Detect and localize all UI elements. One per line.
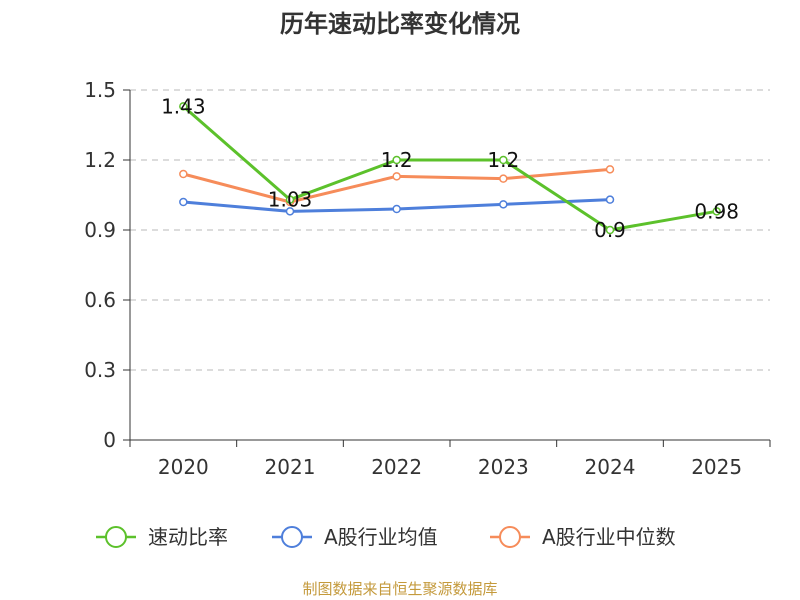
- x-tick-label: 2021: [265, 455, 316, 479]
- data-point: [605, 165, 615, 174]
- y-tick-label: 0.9: [84, 218, 116, 242]
- x-tick-label: 2022: [371, 455, 422, 479]
- data-labels: 1.43 1.03 1.2 1.2 0.9 0.98: [161, 94, 739, 242]
- data-point: [499, 174, 508, 183]
- source-note: 制图数据来自恒生聚源数据库: [302, 580, 497, 598]
- data-point: [179, 169, 188, 179]
- data-point: [605, 195, 615, 204]
- data-point: [499, 155, 508, 165]
- legend-label: 速动比率: [148, 525, 228, 549]
- series-1: [179, 195, 615, 216]
- series-layer: [179, 102, 721, 235]
- legend-label: A股行业均值: [324, 525, 438, 549]
- data-point: [392, 172, 401, 181]
- y-tick-label: 1.2: [84, 148, 116, 172]
- legend-item-0[interactable]: 速动比率: [96, 525, 228, 549]
- y-tick-label: 0: [103, 428, 116, 452]
- data-point: [179, 197, 188, 207]
- x-tick-label: 2020: [158, 455, 209, 479]
- data-point: [605, 225, 615, 235]
- legend-item-2[interactable]: A股行业中位数: [490, 525, 676, 549]
- x-tick-label: 2025: [691, 455, 742, 479]
- grid: [130, 89, 770, 371]
- data-label: 1.03: [268, 188, 313, 212]
- data-label: 1.2: [381, 148, 413, 172]
- legend-marker-icon: [105, 526, 127, 548]
- series-0: [179, 102, 721, 235]
- x-tick-label: 2023: [478, 455, 529, 479]
- data-point: [285, 195, 295, 204]
- data-label: 0.98: [694, 199, 739, 223]
- legend-marker-icon: [281, 526, 303, 548]
- data-point: [712, 207, 721, 216]
- data-point: [179, 102, 188, 111]
- data-label: 1.43: [161, 94, 206, 118]
- chart-title: 历年速动比率变化情况: [280, 10, 520, 38]
- legend-item-1[interactable]: A股行业均值: [272, 525, 438, 549]
- x-tick-label: 2024: [585, 455, 636, 479]
- data-point: [392, 204, 401, 214]
- data-point: [499, 200, 508, 209]
- data-point: [285, 207, 295, 216]
- legend[interactable]: 速动比率 A股行业均值 A股行业中位数: [96, 525, 676, 549]
- axes: 0 0.3 0.6 0.9 1.2 1.5 2020 2021 2022 2023 2024 2025: [84, 78, 771, 479]
- y-tick-label: 0.3: [84, 358, 116, 382]
- y-tick-label: 1.5: [84, 78, 116, 102]
- legend-marker-icon: [499, 526, 521, 548]
- data-label: 1.2: [487, 148, 519, 172]
- data-label: 0.9: [594, 218, 626, 242]
- data-point: [392, 155, 401, 165]
- legend-label: A股行业中位数: [542, 525, 676, 549]
- series-line: [182, 105, 717, 232]
- y-tick-label: 0.6: [84, 288, 116, 312]
